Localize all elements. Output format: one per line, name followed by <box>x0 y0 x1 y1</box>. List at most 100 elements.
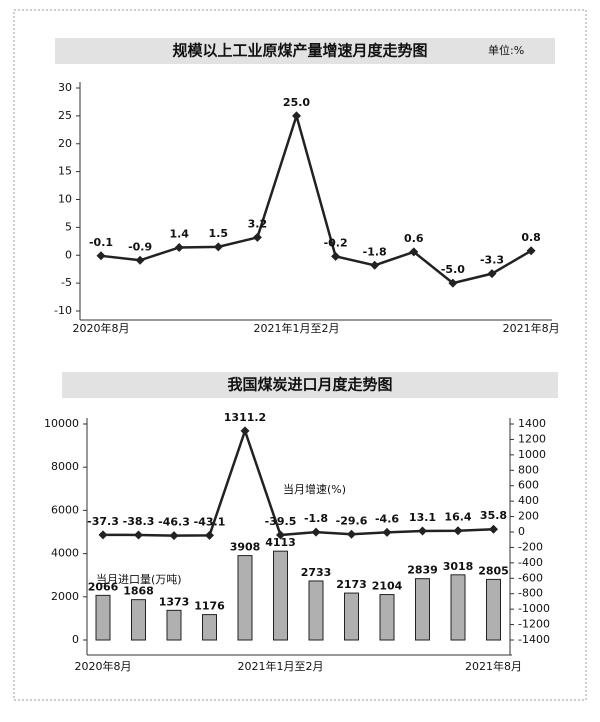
y2-tick-label: 200 <box>518 510 539 523</box>
y-tick-label: 10000 <box>44 417 79 430</box>
point <box>240 426 250 436</box>
value-label: 1176 <box>194 600 225 613</box>
y-tick-label: 5 <box>65 220 72 233</box>
x-tick-label: 2021年8月 <box>503 321 560 335</box>
value-label: -0.1 <box>89 236 113 249</box>
point <box>409 247 419 257</box>
value-label: 1868 <box>123 585 154 598</box>
point <box>487 269 497 279</box>
point <box>370 260 380 270</box>
point <box>311 527 321 537</box>
point <box>526 246 536 256</box>
bar <box>415 578 430 641</box>
y-tick-label: 25 <box>58 109 72 122</box>
y2-tick-label: 1400 <box>518 417 546 430</box>
value-label: -0.2 <box>324 236 348 249</box>
x-tick-label: 2021年1月至2月 <box>238 659 324 673</box>
value-label: 3018 <box>443 560 474 573</box>
value-label: 3.2 <box>248 217 268 230</box>
x-tick-label: 2021年8月 <box>465 659 522 673</box>
bar <box>379 594 395 641</box>
value-label: 2104 <box>372 580 403 593</box>
y-tick-label: 0 <box>65 248 72 261</box>
value-label: 0.6 <box>404 232 424 245</box>
value-label: 13.1 <box>409 511 436 524</box>
value-label: 1373 <box>159 595 190 608</box>
y-tick-label: 8000 <box>51 460 79 473</box>
title-band <box>62 372 558 398</box>
value-label: 35.8 <box>480 509 507 522</box>
y2-tick-label: -800 <box>518 587 543 600</box>
y2-tick-label: 1000 <box>518 448 546 461</box>
y2-tick-label: 600 <box>518 479 539 492</box>
y2-tick-label: -1400 <box>518 633 550 646</box>
value-label: -3.3 <box>480 254 504 267</box>
y2-tick-label: 800 <box>518 463 539 476</box>
value-label: -38.3 <box>123 515 155 528</box>
y2-tick-label: -400 <box>518 556 543 569</box>
value-label: 2839 <box>407 564 438 577</box>
value-label: 25.0 <box>283 96 310 109</box>
point <box>252 232 262 242</box>
bar <box>131 599 146 641</box>
y-tick-label: 10 <box>58 193 72 206</box>
point <box>96 251 106 261</box>
line <box>102 426 494 537</box>
point <box>205 530 214 540</box>
bar <box>95 594 111 641</box>
value-label: -1.8 <box>304 512 328 525</box>
value-label: 2066 <box>88 580 119 593</box>
bar <box>450 574 466 641</box>
bar <box>202 614 217 641</box>
point <box>174 242 184 252</box>
value-label: 4113 <box>265 536 296 549</box>
value-label: -5.0 <box>441 263 465 276</box>
value-label: 1311.2 <box>224 411 266 424</box>
legend-label: 当月增速(%) <box>283 482 346 496</box>
point <box>169 531 179 541</box>
x-tick-label: 2021年1月至2月 <box>254 321 340 335</box>
bar <box>344 592 359 641</box>
y-tick-label: -5 <box>61 276 72 289</box>
value-label: 16.4 <box>444 511 471 524</box>
y-tick-label: 0 <box>72 633 79 646</box>
value-label: 1.5 <box>209 227 229 240</box>
bar <box>273 550 288 641</box>
y2-tick-label: 1200 <box>518 432 546 445</box>
point <box>382 527 392 537</box>
value-label: 0.8 <box>521 231 541 244</box>
title-band <box>55 38 555 64</box>
value-label: 2733 <box>301 566 332 579</box>
point <box>489 524 498 534</box>
point <box>292 111 301 121</box>
chart-title: 规模以上工业原煤产量增速月度走势图 <box>172 42 427 60</box>
y2-tick-label: -1000 <box>518 602 550 615</box>
y2-tick-label: -600 <box>518 571 543 584</box>
point <box>448 278 458 288</box>
frame <box>13 9 587 701</box>
value-label: -0.9 <box>128 240 152 253</box>
value-label: -39.5 <box>265 515 297 528</box>
bar <box>308 580 324 641</box>
y-tick-label: 15 <box>58 165 72 178</box>
point <box>135 255 145 265</box>
point <box>134 530 143 540</box>
unit-label: 单位:% <box>488 43 524 57</box>
y-tick-label: 6000 <box>51 503 79 516</box>
bar <box>237 555 253 641</box>
y2-tick-label: 400 <box>518 494 539 507</box>
point <box>418 526 427 536</box>
legend-label: 当月进口量(万吨) <box>96 572 182 586</box>
value-label: -4.6 <box>375 512 399 525</box>
x-tick-label: 2020年8月 <box>75 659 132 673</box>
bar <box>166 609 182 641</box>
y2-tick-label: -1200 <box>518 618 550 631</box>
value-label: 3908 <box>230 541 261 554</box>
line <box>100 111 532 285</box>
value-label: -37.3 <box>87 515 119 528</box>
y-tick-label: 20 <box>58 137 72 150</box>
value-label: -1.8 <box>363 245 387 258</box>
chart-title: 我国煤炭进口月度走势图 <box>227 376 392 394</box>
